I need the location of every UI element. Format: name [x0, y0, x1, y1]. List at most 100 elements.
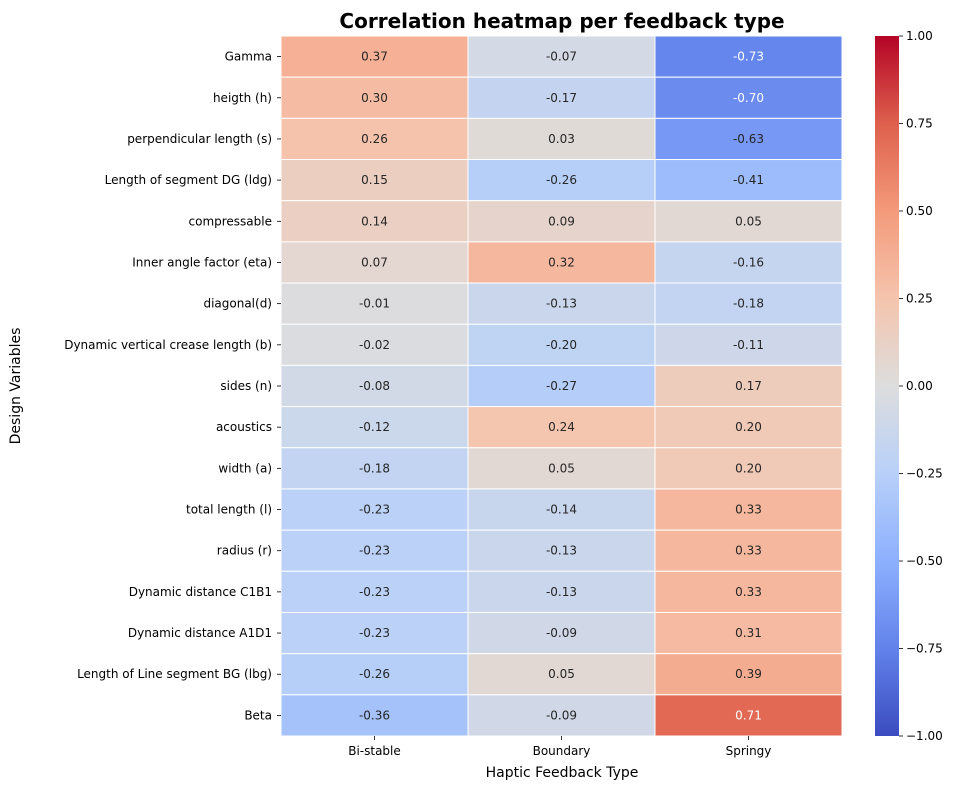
- x-tick-label-boundary: Boundary: [533, 744, 591, 758]
- cell-value-label: -0.08: [359, 379, 390, 393]
- heatmap-cell: [467, 241, 656, 284]
- y-tick-label-beta: Beta: [244, 708, 272, 722]
- heatmap-cell: [467, 694, 656, 737]
- heatmap-cell: [280, 76, 469, 119]
- heatmap-cell: [467, 282, 656, 325]
- cell-value-label: -0.41: [733, 173, 764, 187]
- cell-value-label: 0.24: [548, 420, 575, 434]
- colorbar-tick-label: −0.75: [906, 642, 943, 656]
- y-tick-label-compressable: compressable: [189, 214, 273, 228]
- chart-title: Correlation heatmap per feedback type: [339, 9, 784, 33]
- heatmap-cell: [654, 241, 843, 284]
- heatmap-cell: [280, 447, 469, 490]
- cell-value-label: -0.16: [733, 255, 764, 269]
- cell-value-label: 0.17: [735, 379, 762, 393]
- heatmap-cell: [280, 406, 469, 449]
- cell-value-label: 0.20: [735, 420, 762, 434]
- colorbar-tick-label: 0.50: [906, 204, 933, 218]
- heatmap-cell: [467, 200, 656, 243]
- y-tick-label-inner-angle-factor-eta: Inner angle factor (eta): [132, 255, 272, 269]
- cell-value-label: -0.23: [359, 503, 390, 517]
- cell-value-label: -0.14: [546, 503, 577, 517]
- heatmap-cell: [654, 364, 843, 408]
- cell-value-label: -0.73: [733, 50, 764, 64]
- heatmap-cell: [280, 611, 469, 655]
- cell-value-label: -0.63: [733, 132, 764, 146]
- colorbar-tick-label: 0.00: [906, 379, 933, 393]
- colorbar-tick-label: 0.25: [906, 292, 933, 306]
- cell-value-label: -0.23: [359, 585, 390, 599]
- y-tick-label-sides-n: sides (n): [220, 379, 272, 393]
- heatmap-cell: [654, 611, 843, 655]
- heatmap-cell: [280, 364, 469, 408]
- colorbar: [875, 36, 899, 736]
- cell-value-label: 0.05: [548, 667, 575, 681]
- colorbar-tick-label: −1.00: [906, 729, 943, 743]
- y-tick-label-dynamic-distance-c1b1: Dynamic distance C1B1: [129, 585, 272, 599]
- heatmap-cells: 0.37 -0.07 -0.73 0.30 -0.17 -0.70 0.26 0.03 -0.6…: [280, 35, 843, 737]
- cell-value-label: -0.18: [359, 461, 390, 475]
- cell-value-label: 0.14: [361, 214, 388, 228]
- heatmap-cell: [467, 529, 656, 572]
- cell-value-label: -0.13: [546, 544, 577, 558]
- cell-value-label: 0.71: [735, 708, 762, 722]
- colorbar-tick-label: 0.75: [906, 117, 933, 131]
- cell-value-label: 0.32: [548, 255, 575, 269]
- cell-value-label: -0.13: [546, 585, 577, 599]
- y-tick-label-length-of-segment-dg-ldg: Length of segment DG (ldg): [105, 173, 272, 187]
- x-tick-label-bi-stable: Bi-stable: [348, 744, 401, 758]
- cell-value-label: -0.01: [359, 297, 390, 311]
- cell-value-label: 0.33: [735, 544, 762, 558]
- y-tick-label-width-a: width (a): [218, 461, 272, 475]
- y-tick-label-dynamic-distance-a1d1: Dynamic distance A1D1: [128, 626, 272, 640]
- x-axis-title: Haptic Feedback Type: [486, 765, 639, 781]
- heatmap-cell: [654, 570, 843, 613]
- heatmap-cell: [280, 529, 469, 572]
- cell-value-label: -0.23: [359, 544, 390, 558]
- heatmap-cell: [280, 159, 469, 202]
- cell-value-label: 0.15: [361, 173, 388, 187]
- cell-value-label: 0.09: [548, 214, 575, 228]
- heatmap-cell: [654, 323, 843, 366]
- cell-value-label: 0.39: [735, 667, 762, 681]
- cell-value-label: -0.70: [733, 91, 764, 105]
- cell-value-label: 0.30: [361, 91, 388, 105]
- colorbar-ticks: 1.00 0.75 0.50 0.25 0.00 −0.25 −0.50 −0.75 −1.00: [899, 29, 943, 743]
- x-tick-label-springy: Springy: [726, 744, 772, 758]
- cell-value-label: -0.02: [359, 338, 390, 352]
- cell-value-label: -0.20: [546, 338, 577, 352]
- heatmap-cell: [654, 200, 843, 243]
- cell-value-label: -0.27: [546, 379, 577, 393]
- cell-value-label: 0.31: [735, 626, 762, 640]
- heatmap-cell: [280, 694, 469, 737]
- heatmap-cell: [654, 282, 843, 325]
- heatmap-cell: [280, 323, 469, 366]
- y-tick-label-radius-r: radius (r): [217, 544, 272, 558]
- heatmap-cell: [280, 570, 469, 613]
- cell-value-label: -0.26: [546, 173, 577, 187]
- x-tick-labels: Bi-stable Boundary Springy: [348, 736, 771, 758]
- heatmap-cell: [654, 76, 843, 119]
- heatmap-cell: [654, 35, 843, 78]
- cell-value-label: -0.13: [546, 297, 577, 311]
- cell-value-label: -0.11: [733, 338, 764, 352]
- cell-value-label: -0.17: [546, 91, 577, 105]
- y-tick-label-heigth-h: heigth (h): [213, 91, 272, 105]
- cell-value-label: 0.05: [735, 214, 762, 228]
- cell-value-label: 0.03: [548, 132, 575, 146]
- heatmap-cell: [467, 117, 656, 161]
- heatmap-cell: [467, 406, 656, 449]
- heatmap-cell: [280, 653, 469, 696]
- heatmap-cell: [654, 159, 843, 202]
- y-tick-label-gamma: Gamma: [225, 50, 272, 64]
- cell-value-label: 0.26: [361, 132, 388, 146]
- cell-value-label: -0.07: [546, 50, 577, 64]
- y-tick-label-perpendicular-length-s: perpendicular length (s): [127, 132, 272, 146]
- heatmap-cell: [467, 653, 656, 696]
- colorbar-tick-label: 1.00: [906, 29, 933, 43]
- y-tick-label-diagonal-d: diagonal(d): [203, 297, 272, 311]
- cell-value-label: 0.33: [735, 585, 762, 599]
- y-axis-title: Design Variables: [8, 328, 24, 445]
- cell-value-label: 0.07: [361, 255, 388, 269]
